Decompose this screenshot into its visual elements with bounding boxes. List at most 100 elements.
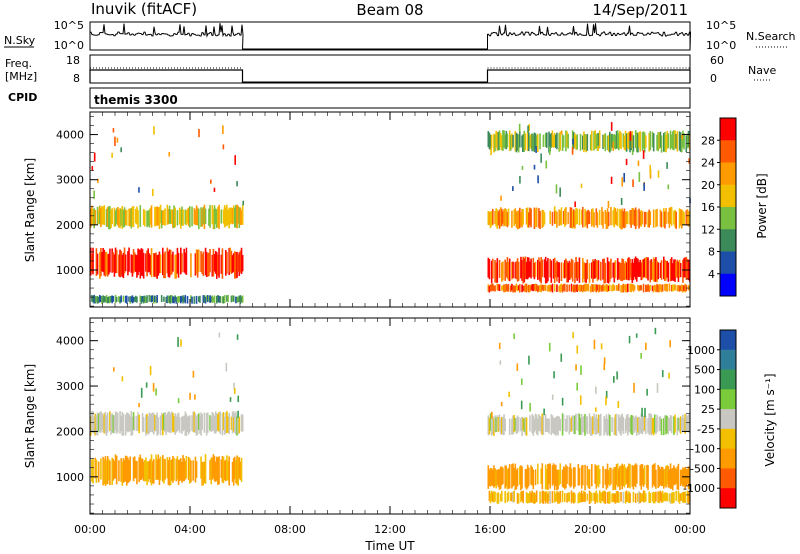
echo-cell — [678, 285, 681, 292]
echo-cell — [181, 253, 183, 273]
echo-cell — [512, 285, 514, 293]
echo-cell — [218, 204, 220, 229]
echo-cell — [574, 284, 576, 293]
echo-cell — [628, 131, 630, 150]
echo-cell — [195, 416, 198, 436]
echo-cell — [133, 252, 136, 272]
echo-cell — [517, 493, 520, 504]
velocity-echoes — [90, 327, 691, 505]
echo-cell — [534, 208, 537, 227]
echo-cell — [500, 401, 503, 407]
echo-cell — [659, 468, 662, 486]
echo-cell — [592, 416, 594, 435]
echo-cell — [629, 463, 631, 489]
echo-cell — [556, 469, 558, 491]
echo-cell — [162, 210, 164, 225]
echo-cell — [642, 468, 645, 487]
echo-cell — [519, 466, 521, 485]
echo-cell — [643, 258, 646, 278]
echo-cell — [595, 259, 598, 278]
echo-cell — [528, 124, 530, 132]
echo-cell — [533, 164, 536, 170]
echo-cell — [616, 208, 619, 227]
echo-cell — [131, 416, 134, 436]
echo-cell — [598, 209, 601, 225]
echo-cell — [118, 209, 120, 228]
echo-cell — [683, 133, 685, 150]
echo-cell — [553, 371, 555, 379]
echo-cell — [603, 285, 605, 292]
echo-cell — [144, 210, 146, 227]
echo-cell — [199, 295, 201, 303]
echo-cell — [579, 284, 582, 292]
echo-cell — [203, 204, 206, 230]
echo-cell — [175, 416, 178, 433]
echo-cell — [94, 209, 97, 225]
echo-cell — [525, 207, 528, 225]
echo-cell — [516, 468, 519, 487]
echo-cell — [649, 413, 652, 434]
echo-cell — [593, 339, 596, 350]
freq-label-line1: Freq. — [5, 57, 32, 70]
echo-cell — [102, 247, 104, 273]
echo-cell — [512, 415, 514, 435]
echo-cell — [623, 464, 626, 488]
echo-cell — [625, 133, 628, 152]
echo-cell — [562, 135, 565, 148]
echo-cell — [238, 252, 241, 277]
echo-cell — [544, 132, 547, 148]
echo-cell — [546, 418, 548, 433]
echo-cell — [494, 468, 496, 487]
echo-cell — [189, 458, 191, 484]
echo-cell — [516, 493, 519, 504]
echo-cell — [650, 259, 653, 280]
echo-cell — [596, 418, 599, 434]
echo-cell — [233, 388, 236, 394]
echo-cell — [124, 209, 127, 225]
nsky-line — [89, 23, 244, 51]
echo-cell — [214, 250, 217, 274]
echo-cell — [577, 261, 580, 279]
echo-cell — [150, 205, 153, 228]
echo-cell — [686, 490, 689, 503]
echo-cell — [664, 415, 666, 432]
echo-cell — [221, 456, 224, 483]
echo-cell — [210, 296, 212, 302]
echo-cell — [591, 417, 593, 436]
echo-cell — [489, 284, 492, 292]
echo-cell — [234, 456, 236, 480]
echo-cell — [112, 127, 115, 133]
echo-cell — [220, 254, 223, 274]
echo-cell — [537, 285, 539, 293]
echo-cell — [640, 210, 643, 227]
echo-cell — [526, 464, 529, 489]
echo-cell — [497, 492, 500, 504]
echo-cell — [492, 469, 494, 487]
echo-cell — [529, 491, 531, 503]
echo-cell — [112, 458, 115, 481]
echo-cell — [121, 206, 124, 229]
echo-cell — [526, 285, 529, 291]
echo-cell — [620, 132, 622, 150]
echo-cell — [604, 133, 607, 152]
echo-cell — [506, 211, 509, 228]
echo-cell — [236, 181, 238, 187]
echo-cell — [172, 296, 174, 304]
echo-cell — [97, 296, 100, 303]
echo-cell — [183, 248, 185, 273]
echo-cell — [487, 415, 490, 436]
echo-cell — [661, 490, 664, 503]
echo-cell — [503, 284, 505, 293]
echo-cell — [163, 210, 165, 226]
echo-cell — [171, 254, 173, 275]
echo-cell — [630, 209, 632, 228]
echo-cell — [623, 263, 626, 281]
echo-cell — [657, 284, 659, 293]
echo-cell — [92, 458, 94, 484]
echo-cell — [631, 283, 634, 291]
echo-cell — [151, 461, 154, 484]
echo-cell — [532, 257, 535, 278]
echo-cell — [603, 134, 605, 148]
echo-cell — [502, 130, 504, 151]
